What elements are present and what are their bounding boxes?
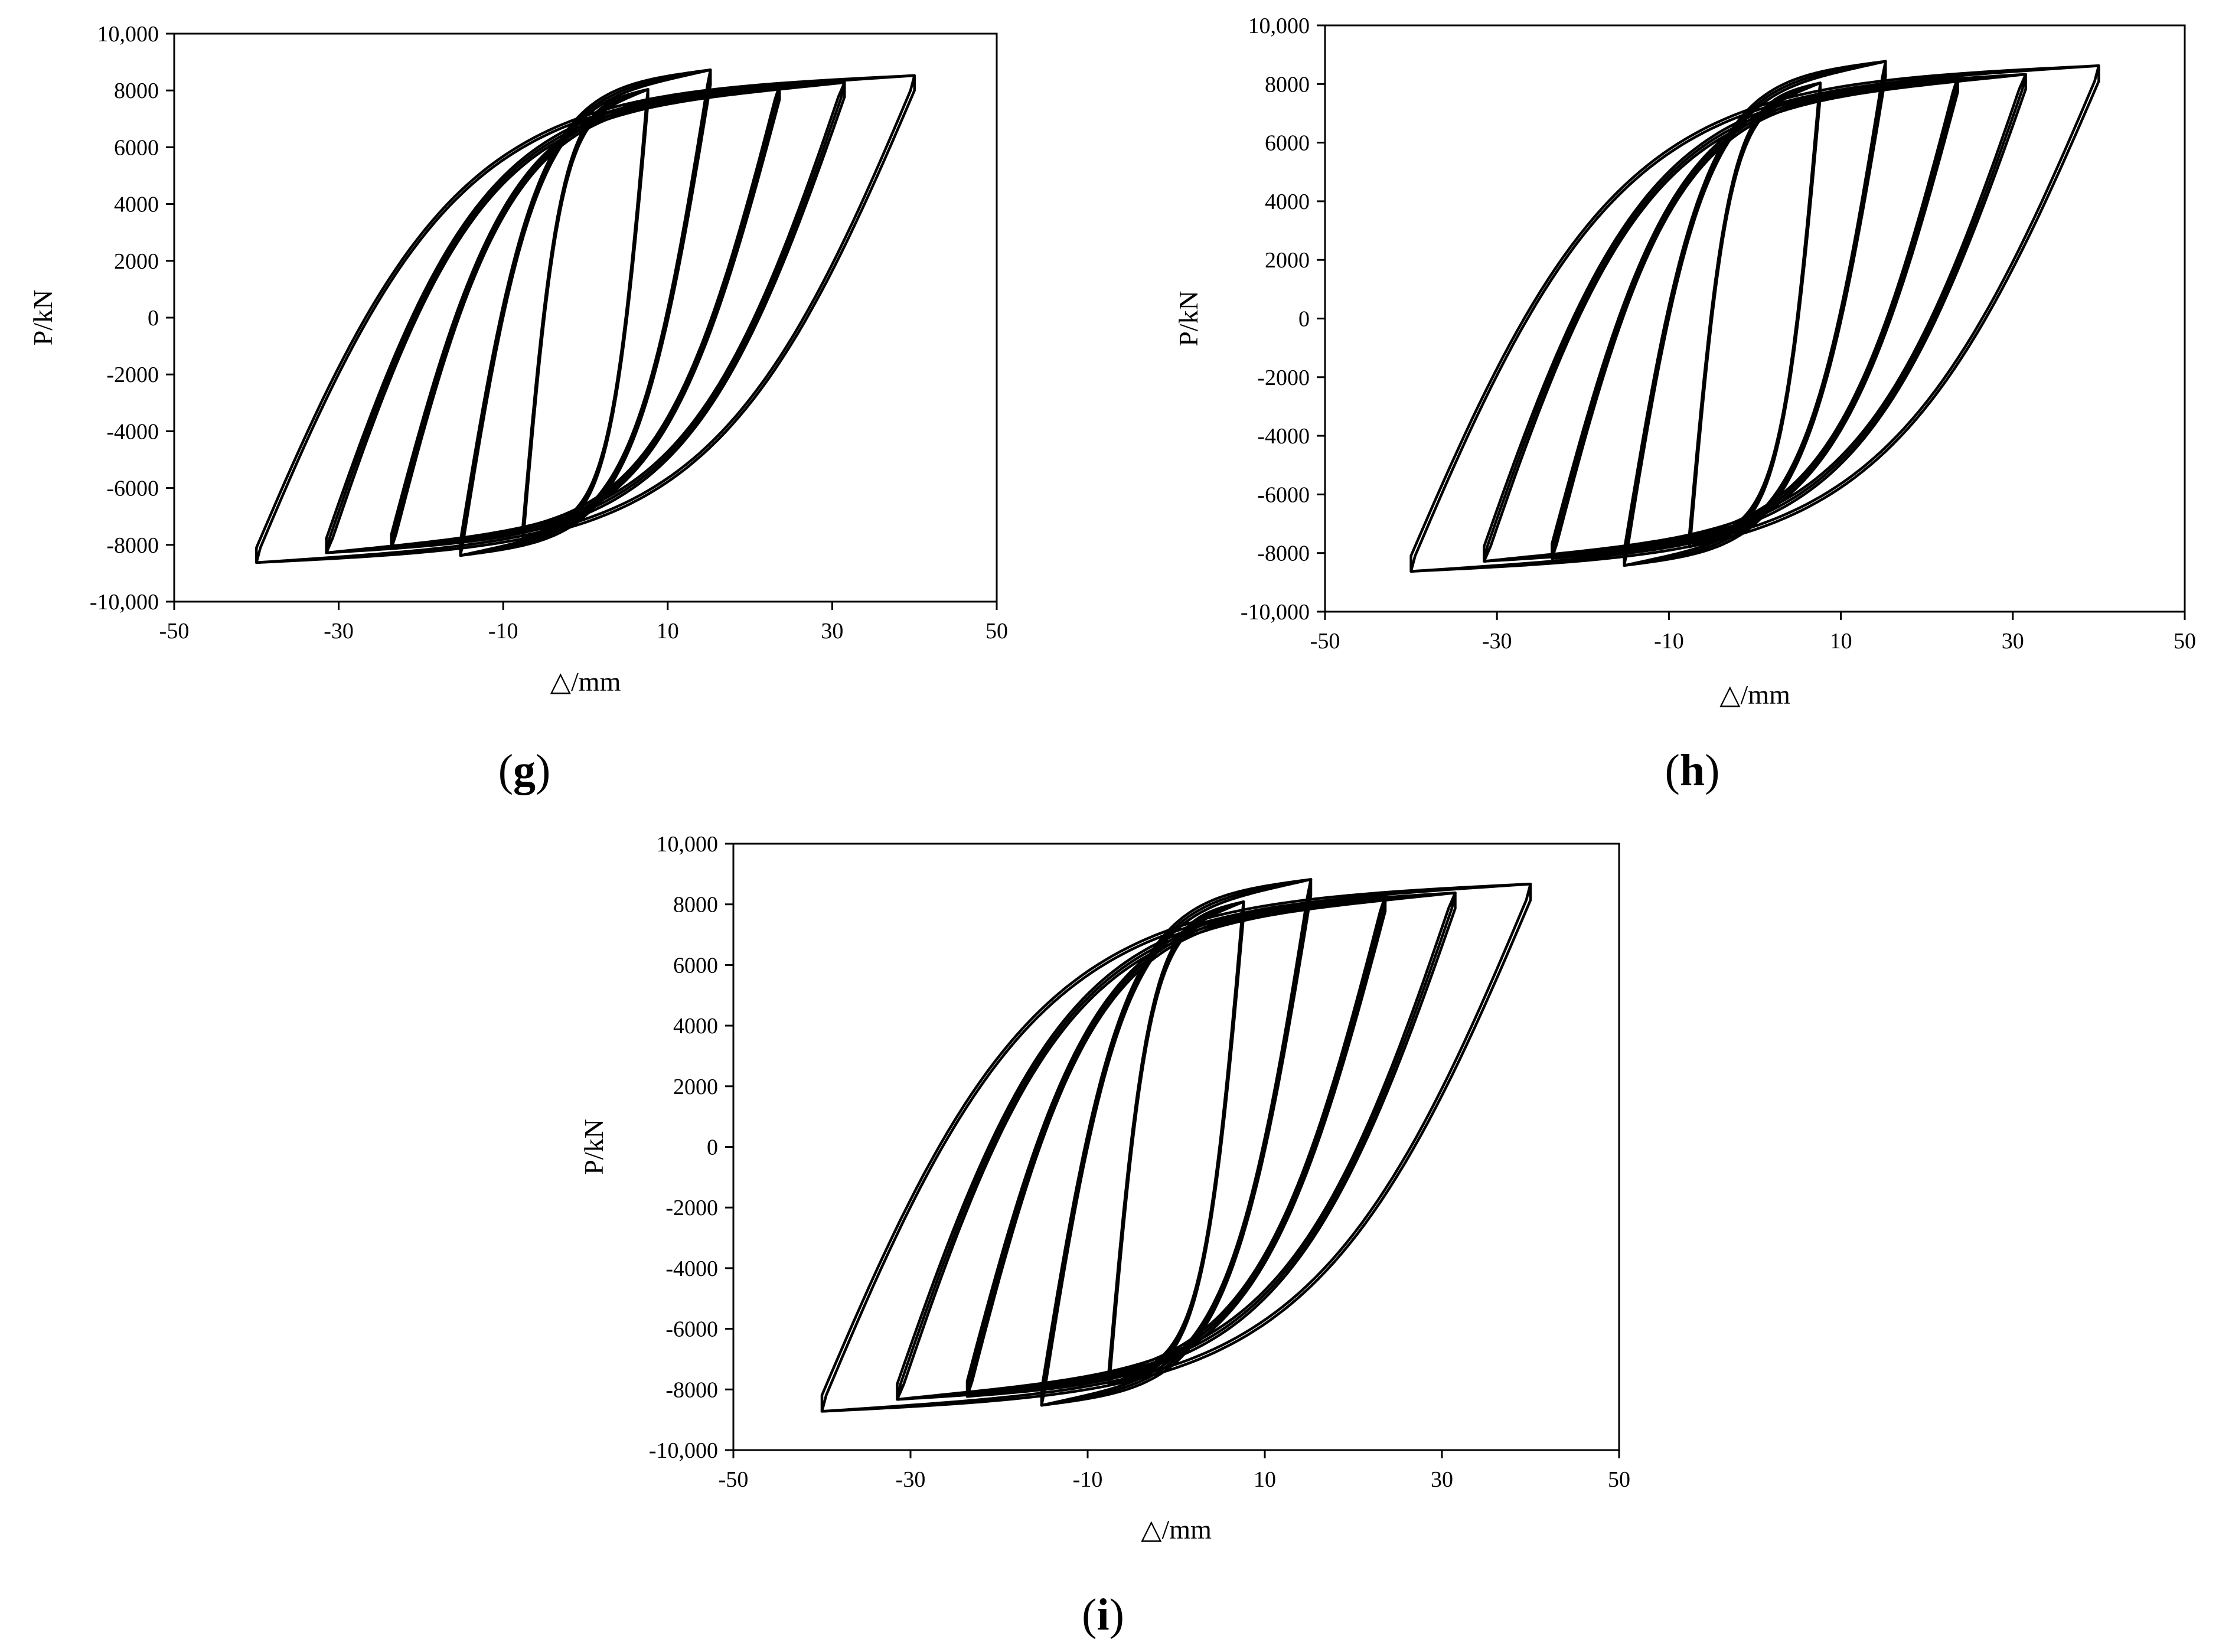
y-tick-label: -4000 (665, 1256, 718, 1281)
hysteresis-loop-3-cycle-1 (965, 894, 1387, 1398)
y-tick-label: 8000 (1265, 72, 1310, 97)
hysteresis-loop-4-cycle-3 (1483, 73, 2027, 563)
y-tick-label: -8000 (106, 533, 159, 558)
y-tick-label: 6000 (673, 953, 718, 978)
x-axis-label: △/mm (1141, 1514, 1212, 1545)
x-tick-label: -50 (159, 619, 190, 644)
hysteresis-loop-2-cycle-2 (1040, 878, 1313, 1407)
hysteresis-loop-5-cycle-2 (1409, 64, 2100, 573)
hysteresis-loop-4-cycle-2 (1483, 73, 2027, 563)
x-tick-label: -30 (1482, 629, 1512, 654)
chart-panel-i: -50 -30 -10 10 30 50 -10,000 -8000 -6000 -4000 -20… (579, 832, 1630, 1640)
y-tick-label: -6000 (106, 476, 159, 501)
x-tick-label: 10 (1830, 629, 1852, 654)
hysteresis-loop-3-cycle-1 (1551, 76, 1959, 560)
x-tick-label: -30 (324, 619, 354, 644)
y-axis-label: P/kN (579, 1119, 609, 1175)
chart-panel-h: -50 -30 -10 10 30 50 -10,000 -8000 -6000 -4000 -20… (1173, 14, 2196, 795)
x-tick-label: -10 (1073, 1467, 1103, 1492)
y-tick-label: -6000 (1257, 482, 1310, 507)
hysteresis-loop-5-cycle-2 (255, 74, 916, 564)
y-axis-label: P/kN (28, 290, 58, 346)
y-tick-label: 4000 (1265, 190, 1310, 214)
panel-label: (g) (498, 746, 551, 795)
x-tick-label: 50 (1608, 1467, 1630, 1492)
y-tick-label: -10,000 (649, 1438, 718, 1463)
y-tick-label: 0 (1298, 307, 1310, 332)
hysteresis-loop-4-cycle-1 (325, 81, 846, 554)
x-tick-label: 30 (2002, 629, 2024, 654)
x-tick-label: 10 (1254, 1467, 1276, 1492)
y-tick-label: 8000 (673, 893, 718, 918)
y-tick-label: -2000 (106, 363, 159, 387)
y-tick-label: 2000 (1265, 248, 1310, 273)
y-tick-label: 0 (707, 1135, 718, 1160)
hysteresis-loop-2-cycle-3 (1623, 60, 1887, 567)
hysteresis-loop-4-cycle-1 (896, 891, 1457, 1401)
x-tick-label: -50 (1310, 629, 1340, 654)
panel-label: (h) (1665, 746, 1720, 795)
x-tick-label: -10 (1654, 629, 1684, 654)
x-axis-label: △/mm (1719, 680, 1790, 710)
y-tick-label: -4000 (1257, 424, 1310, 449)
y-tick-label: 2000 (114, 249, 159, 274)
hysteresis-loop-2-cycle-2 (1623, 60, 1887, 567)
y-tick-label: 0 (148, 306, 159, 331)
y-tick-label: 6000 (114, 135, 159, 160)
y-tick-label: -10,000 (90, 590, 159, 615)
y-tick-label: -4000 (106, 419, 159, 444)
y-tick-label: 10,000 (657, 832, 719, 857)
chart-panel-g: -50 -30 -10 10 30 50 -10,000 -8000 -6000 -4000 -20… (28, 22, 1008, 795)
y-tick-label: 10,000 (97, 22, 159, 47)
x-tick-label: -10 (488, 619, 518, 644)
y-tick-label: 2000 (673, 1075, 718, 1099)
y-tick-label: -8000 (665, 1377, 718, 1402)
x-tick-label: 30 (1431, 1467, 1453, 1492)
x-tick-label: -50 (719, 1467, 749, 1492)
hysteresis-loop-5-cycle-2 (820, 882, 1532, 1413)
y-tick-label: 8000 (114, 79, 159, 103)
y-tick-label: -2000 (1257, 365, 1310, 390)
y-tick-label: -10,000 (1241, 600, 1310, 625)
y-tick-label: 6000 (1265, 131, 1310, 156)
panel-label: (i) (1082, 1590, 1124, 1640)
hysteresis-loop-2-cycle-1 (1040, 878, 1313, 1407)
hysteresis-loop-2-cycle-2 (459, 68, 712, 557)
x-tick-label: 50 (986, 619, 1008, 644)
hysteresis-loop-4-cycle-2 (325, 81, 846, 554)
y-tick-label: -2000 (665, 1196, 718, 1220)
y-tick-label: 4000 (114, 192, 159, 217)
hysteresis-loop-2-cycle-1 (459, 68, 712, 557)
x-tick-label: 50 (2174, 629, 2196, 654)
y-tick-label: 10,000 (1248, 14, 1310, 38)
y-tick-label: -8000 (1257, 541, 1310, 566)
hysteresis-loop-2-cycle-3 (1040, 878, 1313, 1407)
hysteresis-loop-4-cycle-3 (325, 81, 846, 554)
hysteresis-loop-4-cycle-1 (1483, 73, 2027, 563)
y-tick-label: 4000 (673, 1014, 718, 1039)
hysteresis-loop-5-cycle-1 (255, 74, 916, 564)
x-tick-label: -30 (896, 1467, 926, 1492)
x-tick-label: 10 (657, 619, 679, 644)
hysteresis-loop-4-cycle-2 (896, 891, 1457, 1401)
hysteresis-loop-2-cycle-1 (1623, 60, 1887, 567)
y-axis-label: P/kN (1173, 290, 1203, 347)
x-tick-label: 30 (821, 619, 843, 644)
y-tick-label: -6000 (665, 1317, 718, 1342)
hysteresis-loop-4-cycle-3 (896, 891, 1457, 1401)
x-axis-label: △/mm (550, 667, 621, 697)
hysteresis-loop-5-cycle-1 (1409, 64, 2100, 573)
hysteresis-loop-5-cycle-1 (820, 882, 1532, 1413)
